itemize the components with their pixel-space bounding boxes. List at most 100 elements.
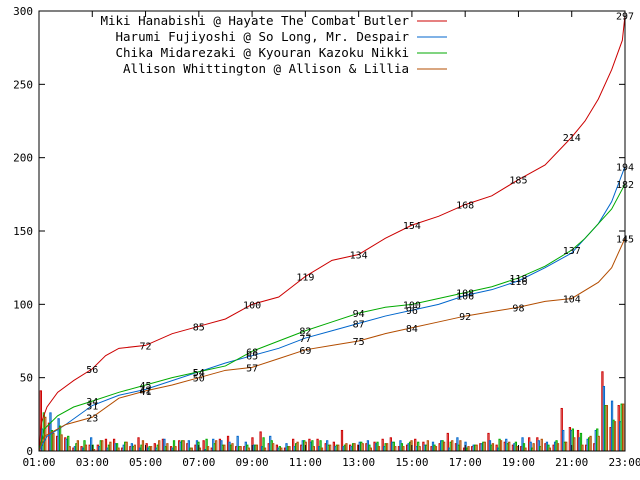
hourly-bar bbox=[434, 446, 438, 452]
hourly-bar bbox=[394, 446, 397, 452]
data-label: 50 bbox=[193, 374, 205, 385]
y-tick-label: 0 bbox=[26, 445, 33, 458]
hourly-bar bbox=[353, 443, 356, 452]
series-line bbox=[38, 166, 626, 452]
hourly-bar bbox=[329, 444, 332, 452]
data-label: 100 bbox=[243, 300, 261, 311]
hourly-bar bbox=[288, 446, 291, 452]
series-line bbox=[38, 183, 626, 452]
legend: Miki Hanabishi @ Hayate The Combat Butle… bbox=[100, 13, 447, 76]
hourly-bar bbox=[475, 444, 478, 452]
hourly-bar bbox=[451, 440, 454, 452]
hourly-bar bbox=[499, 440, 503, 452]
data-label: 118 bbox=[509, 274, 527, 285]
hourly-bar bbox=[491, 443, 495, 452]
hourly-bar bbox=[613, 421, 617, 452]
x-tick-label: 13:00 bbox=[342, 456, 375, 469]
data-label: 96 bbox=[406, 306, 418, 317]
hourly-bar bbox=[459, 440, 462, 452]
hourly-bar bbox=[532, 443, 535, 452]
data-label: 45 bbox=[140, 381, 152, 392]
hourly-bar bbox=[597, 435, 600, 452]
hourly-bar bbox=[109, 441, 112, 452]
data-label: 185 bbox=[509, 176, 527, 187]
series-lines bbox=[38, 15, 626, 452]
data-label: 23 bbox=[86, 413, 98, 424]
hourly-bar bbox=[255, 444, 259, 452]
hourly-bar bbox=[239, 446, 242, 452]
x-tick-label: 03:00 bbox=[76, 456, 109, 469]
data-label: 69 bbox=[299, 346, 311, 357]
x-tick-label: 19:00 bbox=[502, 456, 535, 469]
hourly-bar bbox=[418, 446, 421, 452]
hourly-bar bbox=[467, 446, 470, 452]
hourly-bar bbox=[337, 444, 340, 452]
hourly-bar bbox=[622, 403, 625, 452]
data-label: 154 bbox=[403, 221, 421, 232]
hourly-bar bbox=[76, 440, 79, 452]
legend-label: Allison Whittington @ Allison & Lillia bbox=[123, 61, 409, 76]
hourly-bar bbox=[52, 432, 55, 452]
hourly-bars bbox=[39, 371, 625, 452]
hourly-bar bbox=[296, 441, 299, 452]
hourly-bar bbox=[483, 441, 486, 452]
data-label: 94 bbox=[353, 309, 365, 320]
data-label: 119 bbox=[296, 272, 314, 283]
hourly-bar bbox=[182, 440, 185, 452]
y-tick-label: 50 bbox=[20, 372, 33, 385]
hourly-bar bbox=[377, 446, 381, 452]
data-label: 85 bbox=[193, 322, 205, 333]
hourly-bar bbox=[312, 446, 315, 452]
hourly-bar bbox=[581, 444, 584, 452]
hourly-bar bbox=[60, 434, 63, 452]
hourly-bar bbox=[426, 440, 429, 452]
hourly-bar bbox=[215, 440, 218, 452]
hourly-bar bbox=[44, 416, 47, 452]
y-tick-label: 150 bbox=[13, 225, 33, 238]
hourly-bar bbox=[385, 443, 389, 452]
data-label: 77 bbox=[299, 334, 311, 345]
data-label: 57 bbox=[246, 363, 258, 374]
hourly-bar bbox=[402, 446, 405, 452]
legend-label: Miki Hanabishi @ Hayate The Combat Butle… bbox=[100, 13, 409, 28]
data-label: 68 bbox=[246, 347, 258, 358]
data-label: 34 bbox=[86, 397, 98, 408]
data-label: 137 bbox=[563, 246, 581, 257]
hourly-bar bbox=[133, 444, 136, 452]
data-label: 106 bbox=[456, 292, 474, 303]
data-label: 134 bbox=[350, 250, 368, 261]
hourly-bar bbox=[516, 446, 519, 452]
data-label: 54 bbox=[193, 368, 205, 379]
hourly-bar bbox=[508, 441, 511, 452]
data-label: 116 bbox=[509, 277, 527, 288]
x-tick-label: 05:00 bbox=[129, 456, 162, 469]
hourly-bar bbox=[231, 443, 234, 452]
legend-label: Harumi Fujiyoshi @ So Long, Mr. Despair bbox=[116, 29, 410, 44]
series-line bbox=[38, 238, 626, 452]
data-label: 92 bbox=[459, 312, 471, 323]
y-tick-label: 250 bbox=[13, 78, 33, 91]
data-label: 168 bbox=[456, 201, 474, 212]
series-line bbox=[38, 15, 626, 452]
hourly-bar bbox=[556, 443, 560, 452]
hourly-bar bbox=[125, 441, 128, 452]
data-label: 87 bbox=[353, 319, 365, 330]
data-label: 75 bbox=[353, 337, 365, 348]
x-tick-label: 11:00 bbox=[289, 456, 322, 469]
hourly-bar bbox=[361, 443, 364, 452]
x-tick-label: 15:00 bbox=[395, 456, 428, 469]
hourly-bar bbox=[573, 437, 576, 452]
x-tick-label: 01:00 bbox=[22, 456, 55, 469]
y-tick-label: 300 bbox=[13, 5, 33, 18]
hourly-bar bbox=[272, 443, 275, 452]
axes: 0 50 100 150 200 250 300 01:00 03:00 05:00 07:00 09… bbox=[13, 5, 640, 469]
data-label: 104 bbox=[563, 294, 581, 305]
data-label: 72 bbox=[140, 341, 152, 352]
hourly-bar bbox=[84, 444, 88, 452]
x-tick-label: 21:00 bbox=[555, 456, 588, 469]
hourly-bar bbox=[223, 444, 226, 452]
hourly-bar bbox=[149, 446, 153, 452]
data-label: 84 bbox=[406, 324, 418, 335]
data-label: 65 bbox=[246, 352, 258, 363]
